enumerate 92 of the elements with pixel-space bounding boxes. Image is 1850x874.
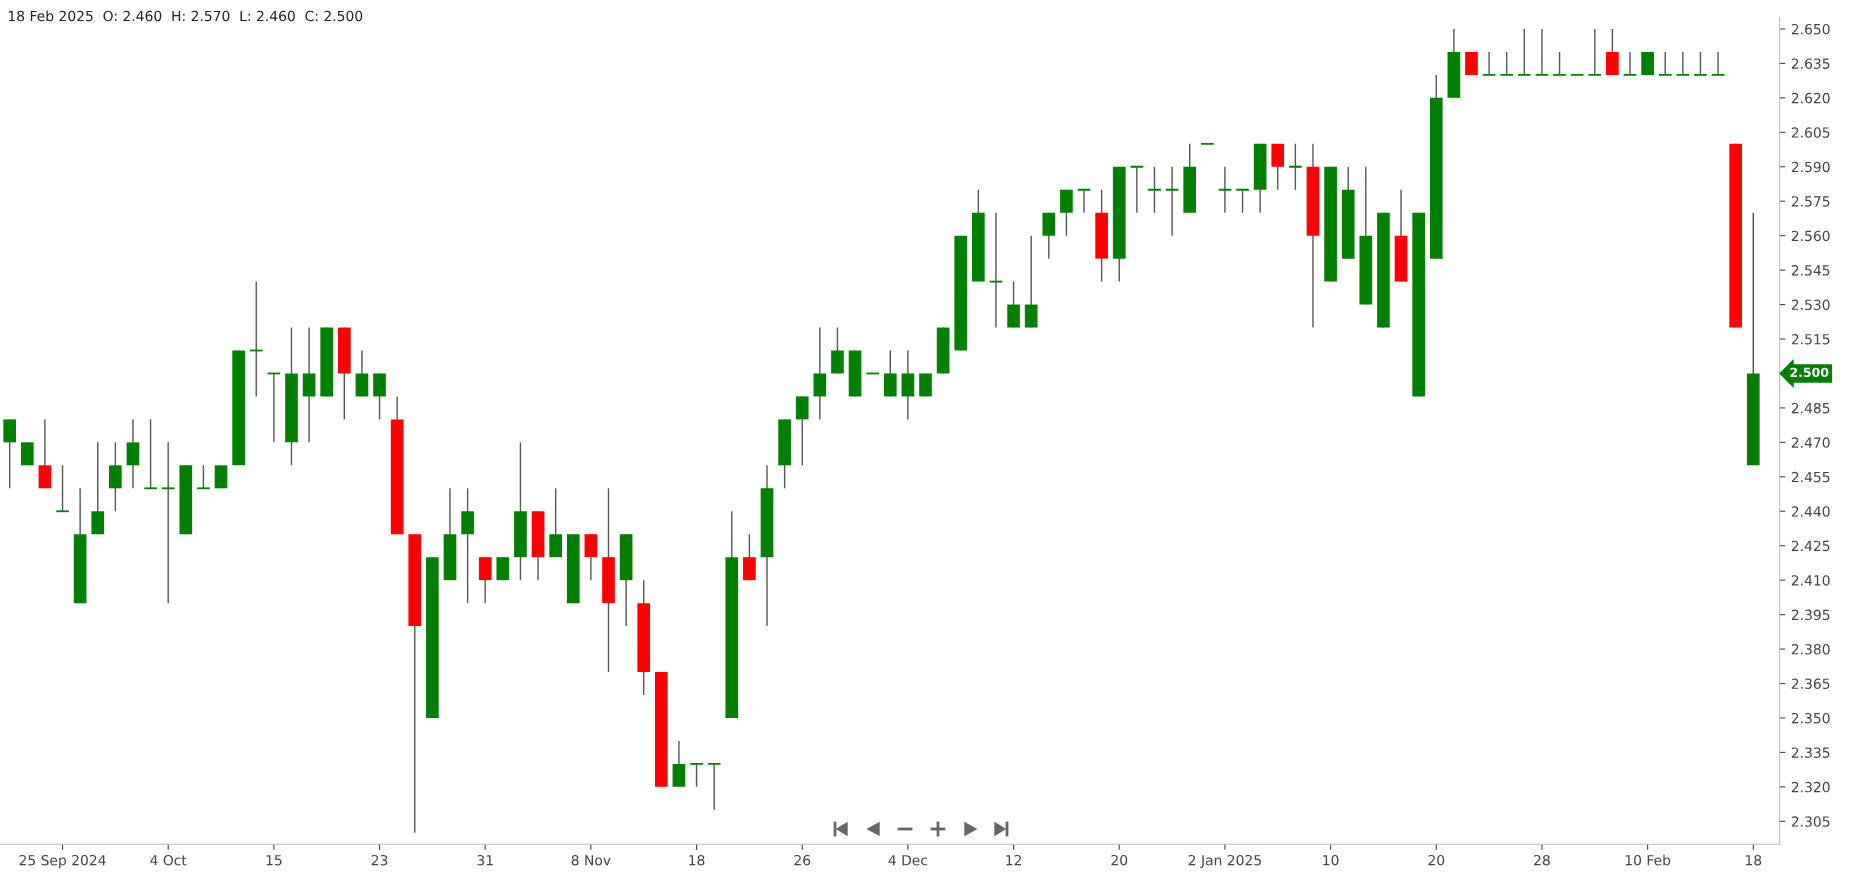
y-tick-label: 2.650 [1791, 23, 1830, 35]
chart-title: 18 Feb 2025 O: 2.460 H: 2.570 L: 2.460 C: 2.500 [8, 10, 363, 22]
x-tick-label: 31 [477, 854, 493, 866]
y-tick-label: 2.560 [1791, 230, 1830, 242]
candlestick [901, 349, 915, 421]
y-tick-label: 2.530 [1791, 299, 1830, 311]
candlestick [143, 418, 158, 490]
candlestick [109, 441, 122, 512]
x-tick-label: 10 [1323, 854, 1339, 866]
candlestick [1076, 188, 1092, 214]
candlestick [196, 464, 211, 490]
candlestick [1517, 28, 1532, 76]
y-tick-label: 2.425 [1791, 540, 1830, 552]
candlestick [1129, 165, 1145, 214]
candlestick [584, 533, 598, 581]
candlestick [1499, 51, 1514, 76]
x-tick-label: 10 Feb [1625, 854, 1671, 866]
candlestick [549, 487, 562, 558]
y-tick-label: 2.605 [1791, 127, 1830, 138]
y-tick-label: 2.380 [1791, 644, 1830, 655]
x-tick-label: 23 [371, 854, 388, 866]
candlestick [1710, 51, 1726, 76]
candlestick [1622, 51, 1638, 76]
candlestick [1693, 51, 1708, 76]
y-tick-label: 2.335 [1791, 747, 1830, 758]
x-tick-label: 15 [266, 855, 282, 866]
y-tick-label: 2.350 [1791, 712, 1830, 724]
text: 2.500 [1790, 367, 1829, 378]
candlestick [1217, 166, 1233, 214]
x-tick-label: 4 Oct [150, 854, 187, 866]
candlestick [1552, 51, 1567, 76]
x-tick-label: 18 [689, 854, 705, 866]
y-tick-label: 2.620 [1791, 92, 1830, 104]
candlestick [813, 326, 827, 421]
y-tick-label: 2.515 [1791, 333, 1830, 345]
x-tick-label: 26 [794, 854, 811, 866]
candlestick [91, 441, 105, 535]
candlestick [1147, 166, 1162, 214]
x-tick-label: 28 [1534, 854, 1550, 866]
y-tick-label: 2.320 [1791, 781, 1830, 793]
candlestick [461, 487, 474, 604]
candlestick [1007, 280, 1020, 329]
y-tick-label: 2.470 [1791, 437, 1830, 448]
y-tick-label: 2.410 [1791, 575, 1830, 586]
candlestick [373, 372, 386, 421]
candlestick [1042, 212, 1056, 260]
candlestick [883, 349, 897, 398]
x-tick-label: 18 [1745, 854, 1762, 866]
candlestick [1060, 189, 1073, 237]
candlestick [302, 326, 316, 444]
candlestick [1288, 143, 1303, 191]
y-tick-label: 2.455 [1791, 471, 1830, 483]
y-tick-label: 2.395 [1791, 609, 1830, 621]
candlestick [672, 740, 686, 788]
candlestick [355, 349, 369, 398]
x-tick-label: 25 Sep 2024 [19, 854, 106, 869]
x-tick-label: 2 Jan 2025 [1188, 854, 1261, 869]
y-tick-label: 2.635 [1791, 58, 1830, 69]
y-tick-label: 2.365 [1791, 678, 1830, 689]
candlestick [160, 441, 176, 604]
candlestick [831, 326, 844, 375]
candlestick [706, 762, 722, 811]
y-tick-label: 2.575 [1791, 196, 1830, 207]
candlestick [38, 418, 52, 489]
candlestick [3, 418, 17, 489]
y-tick-label: 2.305 [1791, 816, 1830, 827]
candlestick [1271, 143, 1285, 191]
y-tick-label: 2.440 [1791, 506, 1830, 517]
y-tick-label: 2.485 [1791, 402, 1830, 414]
x-tick-label: 8 Nov [571, 854, 611, 866]
candlestick [988, 212, 1004, 329]
candlestick [1164, 166, 1180, 237]
x-tick-label: 20 [1428, 854, 1445, 866]
y-tick-label: 2.590 [1791, 161, 1830, 173]
x-tick-label: 4 Dec [888, 855, 928, 866]
x-tick-label: 12 [1006, 854, 1022, 866]
candlestick [1606, 28, 1619, 76]
candlestick [1587, 28, 1603, 76]
candlestick [1534, 28, 1550, 76]
x-tick-label: 20 [1111, 854, 1128, 866]
candlestick [1481, 51, 1497, 76]
candlestick [1235, 188, 1250, 214]
candlestick [1675, 51, 1691, 76]
candlestick [689, 762, 704, 788]
candlestick [1024, 234, 1038, 329]
candlestick [743, 533, 756, 581]
candlestick [126, 418, 140, 489]
candlestick [1657, 51, 1673, 76]
candlestick [795, 395, 809, 467]
candlestick [478, 556, 492, 604]
candlestick [55, 464, 70, 513]
y-tick-label: 2.545 [1791, 265, 1830, 276]
